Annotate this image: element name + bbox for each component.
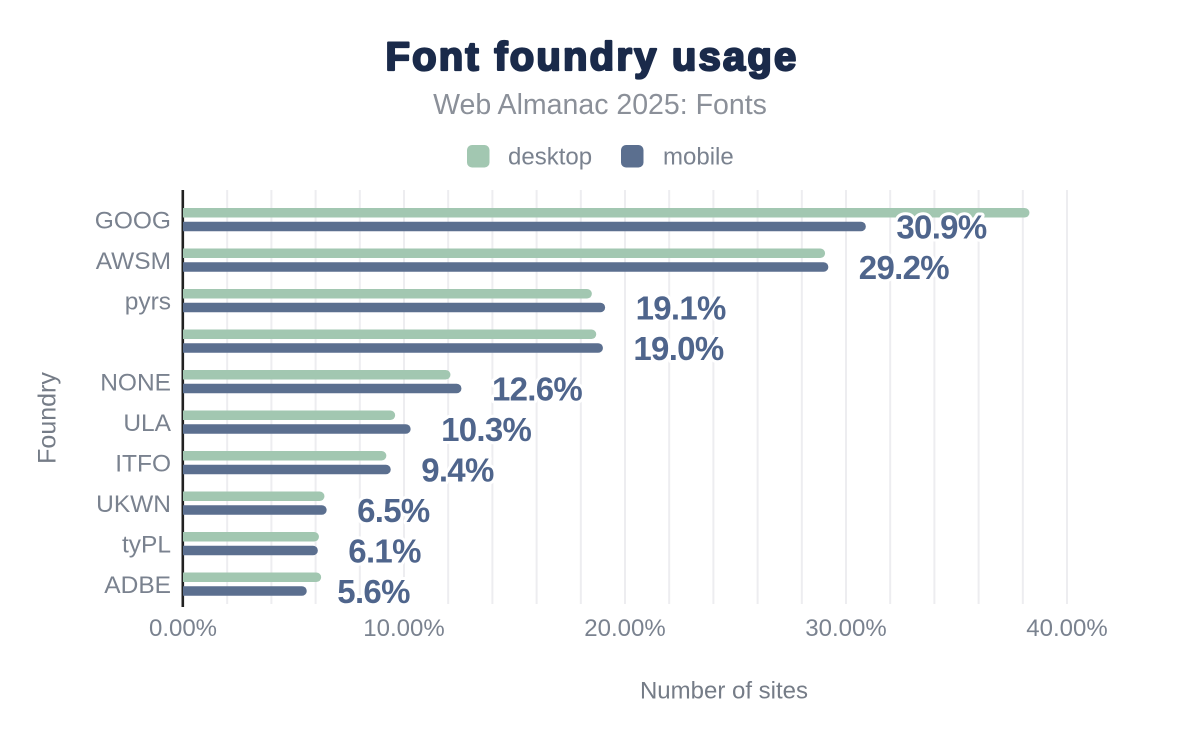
svg-text:40.00%: 40.00% bbox=[1026, 615, 1107, 642]
svg-text:10.00%: 10.00% bbox=[363, 615, 444, 642]
svg-text:Foundry: Foundry bbox=[34, 372, 62, 464]
svg-text:12.6%: 12.6% bbox=[492, 370, 582, 407]
svg-text:10.3%: 10.3% bbox=[441, 411, 531, 448]
svg-text:20.00%: 20.00% bbox=[584, 615, 665, 642]
svg-text:6.5%: 6.5% bbox=[357, 492, 430, 529]
svg-text:desktop: desktop bbox=[508, 144, 592, 171]
svg-text:NONE: NONE bbox=[100, 370, 171, 397]
svg-text:Font foundry usage: Font foundry usage bbox=[386, 35, 799, 79]
svg-text:Web Almanac 2025: Fonts: Web Almanac 2025: Fonts bbox=[433, 89, 767, 121]
svg-text:9.4%: 9.4% bbox=[421, 451, 494, 488]
svg-text:pyrs: pyrs bbox=[125, 289, 171, 316]
svg-text:29.2%: 29.2% bbox=[859, 249, 949, 286]
svg-text:6.1%: 6.1% bbox=[348, 532, 421, 569]
svg-text:5.6%: 5.6% bbox=[337, 573, 410, 610]
svg-text:ITFO: ITFO bbox=[115, 451, 171, 478]
svg-text:19.1%: 19.1% bbox=[636, 289, 726, 326]
svg-text:GOOG: GOOG bbox=[95, 208, 171, 235]
svg-text:0.00%: 0.00% bbox=[149, 615, 217, 642]
svg-text:30.9%: 30.9% bbox=[896, 208, 986, 245]
svg-text:UKWN: UKWN bbox=[96, 491, 171, 518]
svg-text:ADBE: ADBE bbox=[104, 572, 171, 599]
svg-text:30.00%: 30.00% bbox=[805, 615, 886, 642]
svg-text:tyPL: tyPL bbox=[122, 532, 171, 559]
svg-text:Number of sites: Number of sites bbox=[640, 678, 808, 705]
svg-text:19.0%: 19.0% bbox=[633, 330, 723, 367]
svg-text:AWSM: AWSM bbox=[96, 248, 171, 275]
svg-text:mobile: mobile bbox=[663, 144, 734, 171]
svg-text:ULA: ULA bbox=[123, 410, 171, 437]
